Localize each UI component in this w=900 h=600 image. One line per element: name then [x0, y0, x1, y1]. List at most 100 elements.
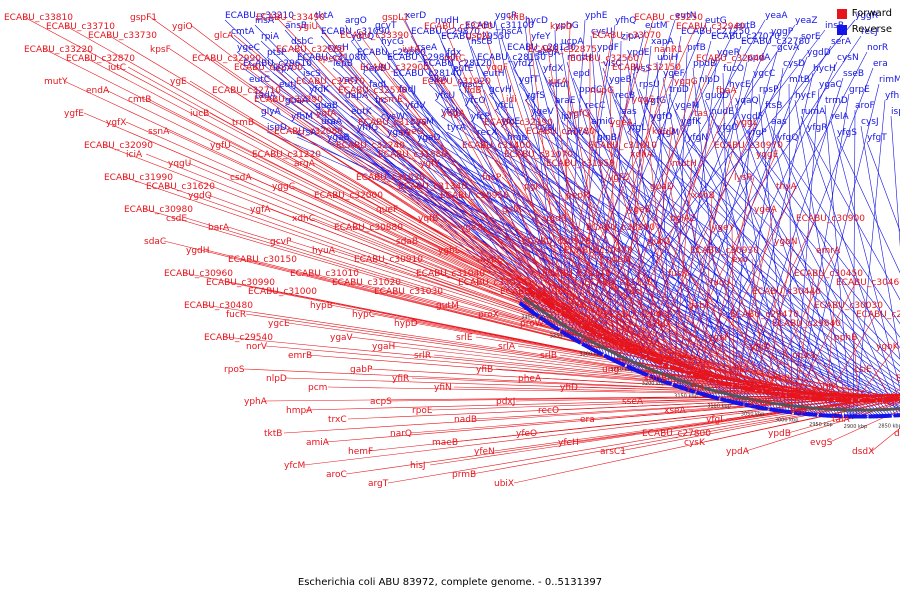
forward-feature	[890, 397, 896, 402]
reverse-gene-label: yfgL	[627, 123, 646, 133]
reverse-gene-label: guaB	[315, 101, 338, 111]
forward-gene-label: endA	[86, 86, 110, 96]
reverse-gene-label: dsbC	[291, 37, 313, 47]
reverse-gene-label: cysW	[381, 112, 405, 122]
forward-connector	[618, 98, 653, 340]
forward-connector	[289, 240, 745, 384]
reverse-gene-label: ypdE	[627, 48, 650, 58]
forward-gene-label: ECABU_c30890	[586, 223, 655, 233]
reverse-gene-label: dapA	[345, 91, 369, 101]
reverse-gene-label: kdul	[549, 80, 568, 90]
forward-gene-label: ECABU_c29840	[772, 319, 841, 329]
forward-gene-label: ECABU_c29560	[856, 310, 900, 320]
forward-gene-label: ECABU_c30920	[522, 237, 591, 247]
forward-gene-label: fhlA	[624, 342, 642, 352]
forward-connector	[503, 121, 640, 350]
reverse-gene-label: tadA	[255, 91, 277, 101]
reverse-gene-label: fucO	[723, 64, 744, 74]
forward-feature	[692, 372, 699, 378]
forward-gene-label: ECABU_c30910	[354, 255, 423, 265]
forward-gene-label: ECABU_c30480	[184, 301, 253, 311]
forward-connector	[265, 345, 833, 396]
forward-feature	[883, 397, 889, 402]
forward-gene-label: yfiL	[728, 365, 744, 375]
forward-gene-label: ECABU_c32240	[336, 141, 405, 151]
reverse-connector	[350, 115, 867, 419]
forward-connector	[333, 194, 689, 369]
reverse-gene-label: ygaC	[819, 80, 842, 90]
forward-gene-label: maeB	[432, 438, 458, 448]
reverse-feature	[661, 378, 668, 385]
forward-connector	[663, 377, 880, 396]
reverse-gene-label: tktA	[315, 11, 334, 21]
forward-connector	[539, 322, 815, 395]
reverse-gene-label: ygcC	[753, 69, 775, 79]
forward-gene-label: arsC1	[600, 447, 626, 457]
reverse-connector	[368, 88, 757, 409]
forward-connector	[541, 240, 756, 387]
reverse-gene-label: glnB	[597, 133, 617, 143]
reverse-connector	[524, 99, 826, 418]
reverse-gene-label: tyrA	[447, 123, 467, 133]
reverse-gene-label: fadL	[369, 80, 388, 90]
forward-gene-label: ypjD	[750, 342, 771, 352]
reverse-feature	[553, 325, 561, 332]
forward-gene-label: xdhB	[692, 191, 715, 201]
forward-connector	[513, 399, 900, 484]
forward-feature	[739, 385, 745, 391]
scale-tick-label: 2850 kbp	[878, 424, 900, 430]
reverse-gene-label: argO	[345, 16, 367, 26]
forward-gene-label: dsdX	[852, 447, 874, 457]
forward-connector	[245, 313, 802, 394]
forward-connector	[562, 25, 571, 309]
reverse-gene-label: eutJ	[279, 80, 296, 90]
reverse-connector	[320, 125, 864, 419]
reverse-gene-label: lepA	[273, 64, 294, 74]
forward-connector	[709, 249, 763, 388]
forward-feature	[634, 350, 641, 357]
reverse-connector	[628, 35, 772, 369]
forward-gene-label: ygbK	[876, 342, 900, 352]
reverse-gene-label: hycE	[729, 80, 751, 90]
reverse-feature	[757, 405, 764, 411]
forward-connector	[249, 176, 686, 368]
reverse-gene-label: rseA	[417, 43, 438, 53]
reverse-connector	[746, 136, 900, 338]
forward-gene-label: rpoS	[224, 365, 245, 375]
reverse-gene-label: yfgP	[747, 128, 767, 138]
reverse-gene-label: ansB	[285, 21, 307, 31]
reverse-connector	[440, 115, 874, 419]
forward-gene-label: srlD	[582, 333, 600, 343]
reverse-feature	[818, 413, 824, 418]
forward-connector	[643, 345, 849, 397]
forward-gene-label: ygdQ	[188, 191, 212, 201]
reverse-gene-label: yqaQ	[735, 96, 759, 106]
reverse-feature	[793, 410, 800, 416]
reverse-feature	[615, 359, 622, 366]
forward-feature	[894, 397, 900, 402]
reverse-gene-label: yfgQ	[777, 133, 798, 143]
forward-gene-label: ECABU_c30470	[564, 246, 633, 256]
legend-forward-label: Forward	[851, 8, 892, 19]
forward-feature	[852, 398, 858, 403]
reverse-feature	[811, 412, 818, 417]
forward-connector	[463, 57, 586, 322]
reverse-gene-label: hycG	[381, 37, 404, 47]
forward-feature	[859, 398, 865, 403]
reverse-connector	[464, 29, 557, 331]
forward-connector	[191, 25, 550, 300]
reverse-gene-label: ptsP	[267, 48, 287, 58]
reverse-gene-label: ygfT	[519, 75, 539, 85]
forward-connector	[65, 25, 546, 297]
forward-feature	[877, 398, 883, 403]
forward-gene-label: ygdR	[544, 214, 567, 224]
forward-connector	[125, 121, 626, 344]
forward-gene-label: ygbN	[774, 237, 797, 247]
forward-feature	[669, 364, 676, 371]
forward-gene-label: yggC	[272, 182, 295, 192]
reverse-feature	[843, 414, 849, 419]
reverse-connector	[704, 99, 841, 418]
scale-tick-label: 2950 kbp	[809, 422, 833, 428]
forward-gene-label: ygeE	[628, 205, 651, 215]
reverse-feature	[882, 413, 888, 419]
